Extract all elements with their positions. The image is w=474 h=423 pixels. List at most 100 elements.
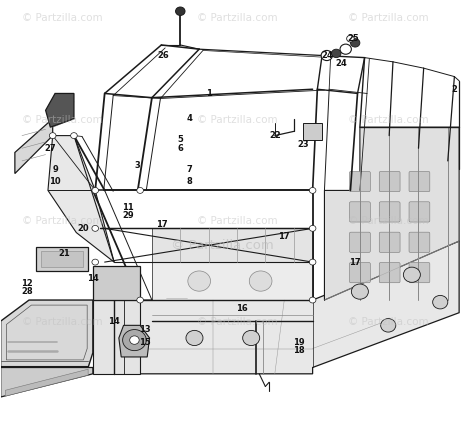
Polygon shape xyxy=(303,123,322,140)
FancyBboxPatch shape xyxy=(379,232,400,253)
Text: © Partzilla.com: © Partzilla.com xyxy=(197,317,277,327)
Circle shape xyxy=(381,319,396,332)
Text: 5: 5 xyxy=(177,135,183,144)
Circle shape xyxy=(137,187,144,193)
Circle shape xyxy=(340,44,351,54)
Text: 28: 28 xyxy=(21,287,33,296)
Text: 17: 17 xyxy=(155,220,167,229)
Text: 14: 14 xyxy=(87,275,99,283)
Text: 9: 9 xyxy=(52,165,58,174)
Circle shape xyxy=(403,267,420,282)
Text: 13: 13 xyxy=(139,325,151,334)
Text: © Partzilla.com: © Partzilla.com xyxy=(197,115,277,124)
Text: 21: 21 xyxy=(59,249,70,258)
Text: © Partzilla.com: © Partzilla.com xyxy=(22,216,102,226)
Polygon shape xyxy=(36,247,88,271)
Text: 24: 24 xyxy=(321,51,333,60)
Text: 24: 24 xyxy=(335,60,347,69)
Text: 27: 27 xyxy=(45,144,56,153)
Text: 1: 1 xyxy=(206,89,211,98)
Text: 4: 4 xyxy=(187,114,192,123)
Circle shape xyxy=(433,295,448,309)
Circle shape xyxy=(175,7,185,16)
Circle shape xyxy=(188,271,210,291)
Text: 23: 23 xyxy=(297,140,309,148)
Circle shape xyxy=(249,271,272,291)
Polygon shape xyxy=(41,251,83,267)
Circle shape xyxy=(92,225,99,231)
Circle shape xyxy=(92,187,99,193)
Circle shape xyxy=(71,133,77,139)
Text: © Partzilla.com: © Partzilla.com xyxy=(348,317,428,327)
Circle shape xyxy=(92,259,99,265)
Polygon shape xyxy=(48,136,114,262)
Text: © Partzilla.com: © Partzilla.com xyxy=(197,14,277,23)
Text: © Partzilla.com: © Partzilla.com xyxy=(172,239,274,252)
Circle shape xyxy=(186,330,203,346)
FancyBboxPatch shape xyxy=(349,202,370,222)
Circle shape xyxy=(49,133,56,139)
Polygon shape xyxy=(46,93,74,127)
Polygon shape xyxy=(0,368,93,397)
FancyBboxPatch shape xyxy=(409,202,430,222)
Text: 17: 17 xyxy=(278,232,290,241)
Text: 6: 6 xyxy=(177,144,183,153)
Polygon shape xyxy=(0,300,93,368)
Circle shape xyxy=(310,187,316,193)
Text: © Partzilla.com: © Partzilla.com xyxy=(22,115,102,124)
Text: 29: 29 xyxy=(122,211,134,220)
FancyBboxPatch shape xyxy=(349,171,370,192)
Circle shape xyxy=(321,50,332,60)
Text: 14: 14 xyxy=(108,317,120,326)
Text: © Partzilla.com: © Partzilla.com xyxy=(348,216,428,226)
FancyBboxPatch shape xyxy=(379,263,400,283)
FancyBboxPatch shape xyxy=(349,263,370,283)
Text: 12: 12 xyxy=(21,279,33,288)
Circle shape xyxy=(331,49,341,58)
Text: 25: 25 xyxy=(347,34,359,43)
Circle shape xyxy=(137,297,144,303)
Polygon shape xyxy=(93,266,140,300)
FancyBboxPatch shape xyxy=(349,232,370,253)
Circle shape xyxy=(351,284,368,299)
Text: 8: 8 xyxy=(187,178,192,187)
Text: 3: 3 xyxy=(135,161,141,170)
Text: 22: 22 xyxy=(269,131,281,140)
Text: 20: 20 xyxy=(78,224,89,233)
Polygon shape xyxy=(119,325,150,357)
Polygon shape xyxy=(15,119,53,173)
Circle shape xyxy=(130,336,139,344)
Text: 16: 16 xyxy=(236,304,247,313)
Text: 7: 7 xyxy=(187,165,192,174)
Circle shape xyxy=(346,35,354,42)
Polygon shape xyxy=(5,369,88,396)
Text: 11: 11 xyxy=(122,203,134,212)
Text: 15: 15 xyxy=(139,338,151,347)
Text: 17: 17 xyxy=(349,258,361,266)
Circle shape xyxy=(310,225,316,231)
FancyBboxPatch shape xyxy=(409,171,430,192)
Circle shape xyxy=(310,259,316,265)
FancyBboxPatch shape xyxy=(409,232,430,253)
Polygon shape xyxy=(152,262,313,300)
Polygon shape xyxy=(140,241,459,374)
Text: 2: 2 xyxy=(451,85,457,94)
Polygon shape xyxy=(324,127,459,300)
Text: © Partzilla.com: © Partzilla.com xyxy=(348,115,428,124)
Text: © Partzilla.com: © Partzilla.com xyxy=(22,317,102,327)
FancyBboxPatch shape xyxy=(379,171,400,192)
Circle shape xyxy=(243,330,260,346)
Polygon shape xyxy=(152,228,313,262)
Polygon shape xyxy=(93,300,140,374)
Text: © Partzilla.com: © Partzilla.com xyxy=(22,14,102,23)
Circle shape xyxy=(350,38,360,47)
Text: 10: 10 xyxy=(49,178,61,187)
Text: © Partzilla.com: © Partzilla.com xyxy=(348,14,428,23)
Text: 26: 26 xyxy=(158,51,170,60)
Text: © Partzilla.com: © Partzilla.com xyxy=(197,216,277,226)
FancyBboxPatch shape xyxy=(379,202,400,222)
FancyBboxPatch shape xyxy=(409,263,430,283)
Text: 19: 19 xyxy=(292,338,304,347)
Circle shape xyxy=(310,297,316,303)
Circle shape xyxy=(123,330,146,351)
